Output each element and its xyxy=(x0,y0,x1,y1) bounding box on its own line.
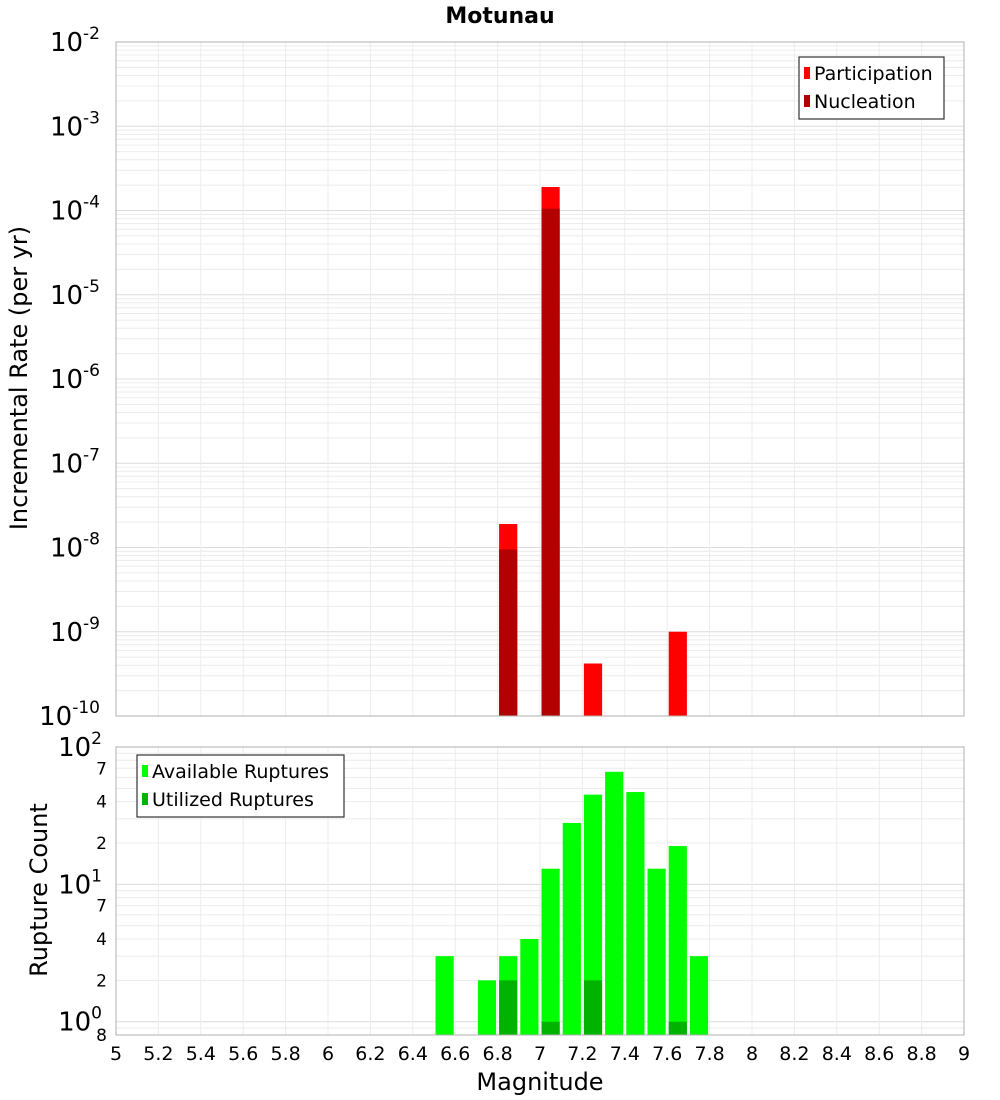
utilized-ruptures-series xyxy=(499,980,687,1035)
utilized-ruptures-legend-swatch xyxy=(142,793,148,805)
y-decade-label: 102 xyxy=(58,729,102,763)
x-tick-label: 7 xyxy=(534,1043,546,1065)
nucleation-legend-label: Nucleation xyxy=(814,91,916,113)
available-ruptures-bar xyxy=(605,771,624,1035)
y-tick-label: 10-5 xyxy=(50,277,100,311)
x-tick-label: 5.2 xyxy=(143,1043,173,1065)
nucleation-legend-swatch xyxy=(804,95,810,107)
available-ruptures-bar xyxy=(541,868,560,1035)
x-tick-label: 5.4 xyxy=(186,1043,216,1065)
x-tick-labels: 5 5.2 5.4 5.6 5.8 6 6.2 6.4 6.6 6.8 7 7.2 7.4 7.6 7.8 8… xyxy=(110,1043,970,1065)
gridlines xyxy=(115,42,965,717)
x-tick-label: 5.6 xyxy=(228,1043,258,1065)
utilized-ruptures-bar xyxy=(541,1021,560,1035)
x-tick-label: 6.6 xyxy=(440,1043,470,1065)
available-ruptures-bar xyxy=(626,792,645,1035)
available-ruptures-legend-label: Available Ruptures xyxy=(152,761,329,783)
y-decade-label: 101 xyxy=(58,866,102,900)
available-ruptures-legend-swatch xyxy=(142,765,148,777)
nucleation-bar xyxy=(541,208,560,717)
y-tick-labels: 100 101 102 8 2 4 7 2 4 7 xyxy=(58,729,107,1046)
y-tick-label: 2 xyxy=(96,971,107,991)
available-ruptures-bar xyxy=(477,980,497,1035)
available-ruptures-bar xyxy=(583,794,603,1035)
nucleation-bar xyxy=(499,549,518,716)
x-tick-label: 7.4 xyxy=(610,1043,640,1065)
top-y-axis-label: Incremental Rate (per yr) xyxy=(5,226,33,530)
y-tick-label: 10-6 xyxy=(50,361,100,395)
y-tick-label: 10-2 xyxy=(50,24,100,58)
x-tick-label: 8 xyxy=(746,1043,758,1065)
y-tick-label: 10-7 xyxy=(50,445,100,479)
x-tick-label: 7.6 xyxy=(652,1043,682,1065)
legend: Available Ruptures Utilized Ruptures xyxy=(136,754,345,818)
x-tick-label: 7.2 xyxy=(567,1043,597,1065)
x-tick-label: 7.8 xyxy=(694,1043,724,1065)
legend: Participation Nucleation xyxy=(798,56,945,120)
bottom-y-axis-label: Rupture Count xyxy=(25,803,53,977)
chart-title: Motunau xyxy=(445,4,554,29)
utilized-ruptures-legend-label: Utilized Ruptures xyxy=(152,789,314,811)
x-tick-label: 8.8 xyxy=(906,1043,936,1065)
x-tick-label: 9 xyxy=(958,1043,970,1065)
legend-box xyxy=(136,754,345,818)
available-ruptures-bar xyxy=(647,868,666,1035)
y-tick-label: 4 xyxy=(96,930,107,950)
x-axis-label: Magnitude xyxy=(476,1068,603,1096)
available-ruptures-bar xyxy=(435,956,454,1035)
y-tick-label: 2 xyxy=(96,834,107,854)
utilized-ruptures-bar xyxy=(499,980,518,1035)
y-tick-label: 10-10 xyxy=(39,698,100,732)
nucleation-series xyxy=(499,208,560,717)
x-tick-label: 8.2 xyxy=(779,1043,809,1065)
available-ruptures-bar xyxy=(668,846,687,1035)
y-tick-label: 7 xyxy=(96,759,107,779)
utilized-ruptures-bar xyxy=(668,1021,687,1035)
plot-frame xyxy=(115,41,965,717)
utilized-ruptures-bar xyxy=(583,980,603,1035)
participation-nucleation-plot: 10-10 10-9 10-8 10-7 10-6 10-5 10-4 10-3 10-2 Par… xyxy=(39,24,965,732)
legend-box xyxy=(798,56,945,120)
available-ruptures-bar xyxy=(562,822,581,1035)
plot-frame xyxy=(115,746,965,1036)
y-tick-label: 10-4 xyxy=(50,193,100,227)
x-tick-label: 8.4 xyxy=(822,1043,852,1065)
x-tick-label: 5.8 xyxy=(270,1043,300,1065)
x-tick-label: 5 xyxy=(110,1043,122,1065)
participation-bar xyxy=(583,663,603,716)
x-tick-label: 8.6 xyxy=(864,1043,894,1065)
participation-bar xyxy=(668,631,687,716)
available-ruptures-bar xyxy=(689,956,709,1035)
y-decade-label: 100 xyxy=(58,1004,102,1038)
available-ruptures-series xyxy=(435,771,709,1035)
x-tick-label: 6.8 xyxy=(482,1043,512,1065)
y-tick-label: 10-8 xyxy=(50,530,100,564)
y-tick-label: 7 xyxy=(96,897,107,917)
y-tick-label: 10-3 xyxy=(50,108,100,142)
y-tick-label: 10-9 xyxy=(50,614,100,648)
x-tick-label: 6.2 xyxy=(355,1043,385,1065)
rupture-count-plot: 100 101 102 8 2 4 7 2 4 7 Available Ruptures Utiliz… xyxy=(58,729,965,1046)
y-tick-label: 4 xyxy=(96,793,107,813)
available-ruptures-bar xyxy=(520,939,539,1035)
x-tick-label: 6 xyxy=(322,1043,334,1065)
x-tick-label: 6.4 xyxy=(398,1043,428,1065)
participation-legend-swatch xyxy=(804,67,810,79)
y-tick-label: 8 xyxy=(96,1026,107,1046)
participation-legend-label: Participation xyxy=(814,63,933,85)
y-tick-labels: 10-10 10-9 10-8 10-7 10-6 10-5 10-4 10-3 10-2 xyxy=(39,24,100,732)
